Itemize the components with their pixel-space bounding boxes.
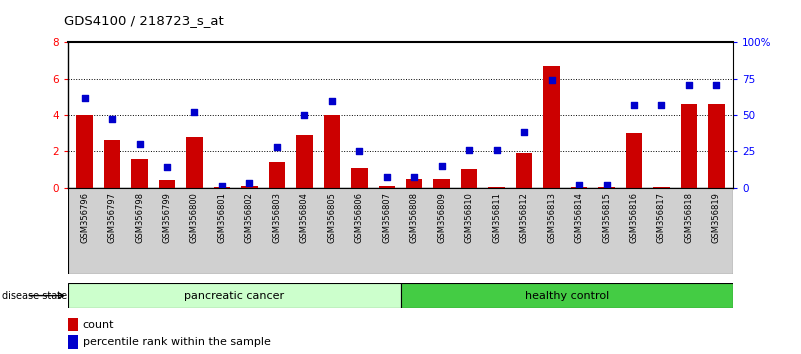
- Text: GSM356814: GSM356814: [574, 192, 584, 243]
- Bar: [681, 104, 697, 188]
- Bar: [351, 168, 368, 188]
- Text: GSM356807: GSM356807: [382, 192, 391, 243]
- Point: [545, 78, 558, 83]
- Point: [463, 147, 476, 153]
- Point: [655, 102, 668, 108]
- Bar: [131, 159, 147, 188]
- Point: [353, 149, 366, 154]
- Text: count: count: [83, 320, 115, 330]
- Bar: [68, 283, 400, 308]
- Point: [628, 102, 641, 108]
- Text: GSM356797: GSM356797: [107, 192, 116, 243]
- Text: GSM356818: GSM356818: [685, 192, 694, 243]
- Point: [188, 109, 201, 115]
- Text: GSM356813: GSM356813: [547, 192, 556, 243]
- Text: GSM356805: GSM356805: [328, 192, 336, 243]
- Bar: [68, 318, 78, 331]
- Text: GSM356812: GSM356812: [520, 192, 529, 243]
- Point: [682, 82, 695, 87]
- Point: [133, 141, 146, 147]
- Text: GSM356796: GSM356796: [80, 192, 89, 243]
- Point: [298, 112, 311, 118]
- Text: GSM356816: GSM356816: [630, 192, 638, 243]
- Bar: [489, 187, 505, 188]
- Text: GSM356810: GSM356810: [465, 192, 473, 243]
- Text: GSM356815: GSM356815: [602, 192, 611, 243]
- Bar: [461, 170, 477, 188]
- Text: GSM356817: GSM356817: [657, 192, 666, 243]
- Text: GSM356799: GSM356799: [163, 192, 171, 243]
- Text: GSM356811: GSM356811: [492, 192, 501, 243]
- Text: GDS4100 / 218723_s_at: GDS4100 / 218723_s_at: [64, 14, 223, 27]
- Bar: [241, 186, 258, 188]
- Text: GSM356806: GSM356806: [355, 192, 364, 243]
- Bar: [104, 141, 120, 188]
- Point: [408, 175, 421, 180]
- Bar: [186, 137, 203, 188]
- Point: [573, 182, 586, 188]
- Bar: [68, 188, 733, 274]
- Point: [215, 183, 228, 189]
- Text: GSM356798: GSM356798: [135, 192, 144, 243]
- Point: [78, 95, 91, 101]
- Bar: [296, 135, 312, 188]
- Text: GSM356802: GSM356802: [245, 192, 254, 243]
- Text: GSM356819: GSM356819: [712, 192, 721, 243]
- Text: percentile rank within the sample: percentile rank within the sample: [83, 337, 271, 347]
- Point: [106, 116, 119, 122]
- Text: GSM356803: GSM356803: [272, 192, 281, 243]
- Bar: [214, 187, 230, 188]
- Bar: [626, 133, 642, 188]
- Point: [517, 130, 530, 135]
- Bar: [400, 283, 733, 308]
- Point: [325, 98, 338, 103]
- Bar: [379, 186, 395, 188]
- Text: pancreatic cancer: pancreatic cancer: [184, 291, 284, 301]
- Point: [380, 175, 393, 180]
- Point: [271, 144, 284, 150]
- Bar: [159, 181, 175, 188]
- Text: GSM356801: GSM356801: [217, 192, 227, 243]
- Text: GSM356804: GSM356804: [300, 192, 309, 243]
- Bar: [324, 115, 340, 188]
- Bar: [406, 178, 422, 188]
- Bar: [68, 335, 78, 349]
- Point: [710, 82, 723, 87]
- Text: healthy control: healthy control: [525, 291, 609, 301]
- Bar: [708, 104, 725, 188]
- Bar: [516, 153, 533, 188]
- Bar: [598, 187, 615, 188]
- Text: disease state: disease state: [2, 291, 66, 301]
- Bar: [76, 115, 93, 188]
- Point: [160, 165, 173, 170]
- Text: GSM356809: GSM356809: [437, 192, 446, 243]
- Text: GSM356800: GSM356800: [190, 192, 199, 243]
- Bar: [268, 162, 285, 188]
- Bar: [571, 187, 587, 188]
- Point: [600, 182, 613, 188]
- Point: [435, 163, 448, 169]
- Bar: [543, 66, 560, 188]
- Bar: [433, 178, 450, 188]
- Point: [490, 147, 503, 153]
- Text: GSM356808: GSM356808: [410, 192, 419, 243]
- Point: [243, 181, 256, 186]
- Bar: [654, 187, 670, 188]
